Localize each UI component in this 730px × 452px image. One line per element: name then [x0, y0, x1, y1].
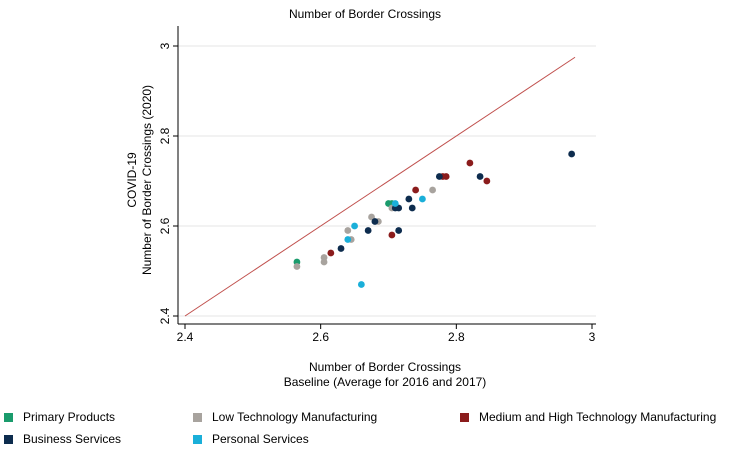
x-axis-label-line-1: Number of Border Crossings: [309, 360, 461, 374]
x-tick-label: 2.4: [177, 330, 194, 344]
y-tick-label: 2.4: [158, 307, 172, 324]
legend-item-primary-products: Primary Products: [4, 410, 115, 424]
data-point: [391, 200, 399, 207]
legend-label: Medium and High Technology Manufacturing: [479, 410, 717, 424]
legend-item-personal-services: Personal Services: [193, 432, 309, 446]
data-point: [395, 227, 403, 234]
data-point: [344, 236, 352, 243]
y-tick-label: 3: [158, 42, 172, 49]
data-point: [337, 245, 345, 252]
x-tick-label: 3: [589, 330, 596, 344]
data-point: [483, 177, 491, 185]
data-point: [442, 173, 450, 180]
data-point: [408, 204, 416, 212]
data-point: [351, 222, 358, 230]
data-point: [476, 173, 484, 180]
data-point: [568, 150, 576, 158]
legend-label: Primary Products: [23, 410, 116, 424]
data-point: [429, 186, 436, 194]
data-point: [419, 195, 426, 203]
data-point: [405, 195, 413, 203]
data-point: [466, 159, 474, 167]
data-point: [357, 281, 365, 288]
legend-label: Business Services: [23, 432, 122, 446]
data-point: [320, 254, 328, 261]
data-point: [327, 249, 335, 257]
legend-swatch: [193, 412, 202, 422]
y-axis-label-line-1: COVID-19: [125, 152, 139, 208]
y-tick-label: 2.8: [158, 127, 172, 144]
data-point: [435, 173, 443, 180]
legend-label: Personal Services: [212, 432, 309, 446]
legend-item-medium-high-technology-manufacturing: Medium and High Technology Manufacturing: [460, 410, 716, 424]
data-point: [364, 227, 372, 234]
y-axis-label-line-2: Number of Border Crossings (2020): [140, 85, 154, 275]
data-point: [371, 218, 379, 225]
x-tick-label: 2.8: [448, 330, 465, 344]
legend-item-low-technology-manufacturing: Low Technology Manufacturing: [193, 410, 377, 424]
x-axis-label-line-2: Baseline (Average for 2016 and 2017): [284, 375, 487, 389]
data-point: [412, 186, 420, 194]
y-tick-label: 2.6: [158, 217, 172, 234]
data-point: [344, 227, 352, 234]
scatter-chart: Number of Border Crossings 2.4 2.6 2.8 3 2.4…: [125, 7, 596, 389]
legend-item-business-services: Business Services: [4, 432, 121, 446]
legend-swatch: [4, 412, 13, 422]
chart-legend: Primary Products Low Technology Manufact…: [0, 405, 730, 450]
data-point: [388, 231, 396, 239]
legend-swatch: [4, 434, 13, 444]
chart-title: Number of Border Crossings: [289, 7, 441, 21]
legend-label: Low Technology Manufacturing: [212, 410, 378, 424]
legend-swatch: [193, 434, 202, 444]
x-tick-label: 2.6: [312, 330, 329, 344]
data-point: [293, 263, 301, 270]
reference-line: [184, 56, 576, 317]
legend-swatch: [460, 412, 469, 422]
